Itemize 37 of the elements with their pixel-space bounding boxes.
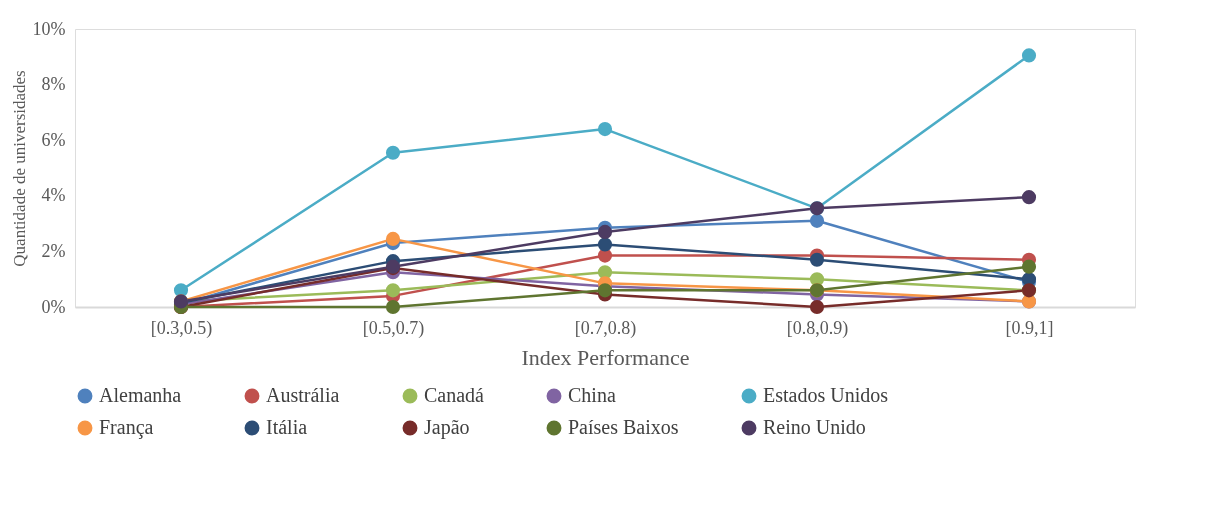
point (809, 299, 825, 315)
legend-label: Reino Unido (763, 416, 866, 438)
point (1021, 48, 1037, 63)
point (809, 213, 825, 228)
point (385, 145, 401, 160)
y-axis-title: Quantidade de universidades (9, 70, 29, 267)
point (385, 231, 401, 246)
x-tick-label: [0.7,0.8) (574, 317, 637, 339)
legend-label: Austrália (266, 384, 340, 406)
legend-label: China (568, 384, 616, 406)
point (385, 283, 401, 298)
x-tick-label: [0.5,0.7) (362, 317, 425, 339)
legend-label: Estados Unidos (763, 384, 889, 406)
legend-label: França (99, 416, 154, 439)
y-tick-label: 8% (41, 74, 66, 95)
y-tick-label: 10% (32, 18, 66, 39)
y-tick-label: 4% (41, 185, 66, 206)
legend-label: Itália (266, 416, 308, 438)
legend-label: Canadá (424, 384, 485, 406)
point (597, 237, 613, 252)
point (597, 224, 613, 239)
point (597, 283, 613, 298)
x-tick-label: [0.3,0.5) (150, 317, 213, 339)
y-tick-label: 2% (41, 240, 66, 261)
x-tick-label: [0.9,1] (1005, 317, 1054, 338)
point (1021, 259, 1037, 274)
y-tick-label: 6% (41, 129, 66, 150)
x-tick-label: [0.8,0.9) (786, 317, 849, 339)
y-tick-label: 0% (41, 296, 66, 317)
point (597, 122, 613, 137)
legend-label: Japão (424, 416, 470, 439)
x-axis-title: Index Performance (521, 344, 690, 370)
point (809, 252, 825, 267)
legend-label: Países Baixos (568, 416, 679, 438)
point (385, 299, 401, 315)
point (1021, 190, 1037, 205)
legend-label: Alemanha (99, 384, 182, 406)
